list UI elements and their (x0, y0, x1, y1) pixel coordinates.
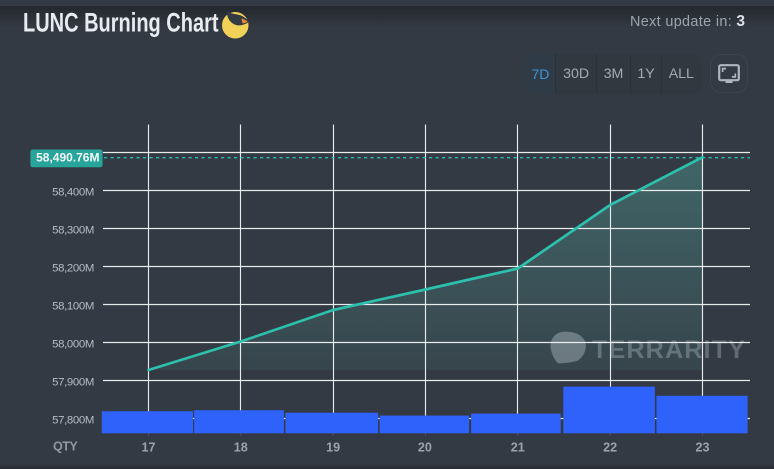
svg-text:58,490.76M: 58,490.76M (36, 151, 99, 165)
svg-text:22: 22 (603, 441, 617, 455)
svg-text:20: 20 (418, 441, 432, 455)
svg-text:17: 17 (141, 441, 155, 455)
svg-text:58,400M: 58,400M (52, 186, 94, 198)
svg-text:58,200M: 58,200M (52, 263, 94, 275)
svg-text:18: 18 (234, 441, 248, 455)
svg-text:58,000M: 58,000M (52, 339, 94, 351)
svg-text:23: 23 (695, 441, 709, 455)
svg-text:58,300M: 58,300M (52, 224, 94, 236)
svg-text:57,800M: 57,800M (52, 415, 94, 427)
svg-text:TERRARITY: TERRARITY (592, 336, 746, 364)
svg-text:58,100M: 58,100M (52, 301, 94, 313)
svg-text:19: 19 (326, 441, 340, 455)
svg-text:21: 21 (511, 441, 525, 455)
svg-text:QTY: QTY (53, 439, 78, 453)
svg-text:57,900M: 57,900M (52, 377, 94, 389)
